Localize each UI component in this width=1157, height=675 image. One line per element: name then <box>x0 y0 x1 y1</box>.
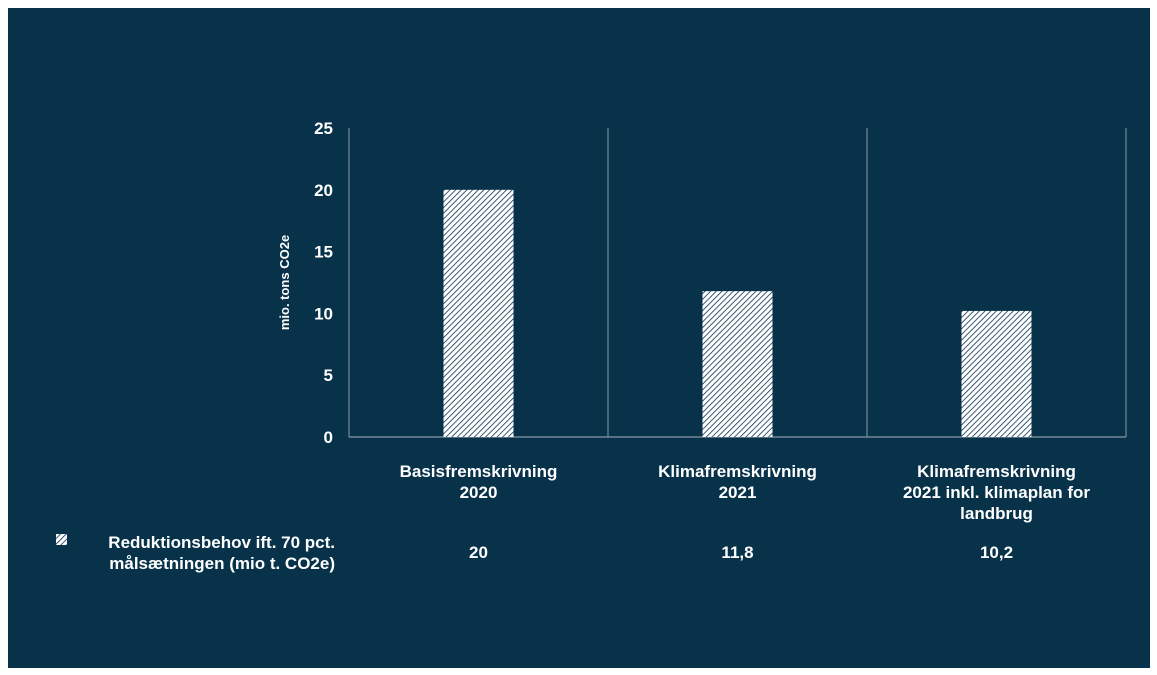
y-tick-label: 20 <box>314 181 333 200</box>
legend-series-name-line: målsætningen (mio t. CO2e) <box>109 554 335 573</box>
x-category-label-line: landbrug <box>960 504 1033 523</box>
x-category-label-line: 2021 inkl. klimaplan for <box>903 483 1090 502</box>
chart-panel <box>8 8 1150 668</box>
x-category-label: Klimafremskrivning 2021 inkl. klimaplan f… <box>903 462 1090 523</box>
y-tick-label: 10 <box>314 304 333 323</box>
bar <box>961 310 1032 437</box>
y-tick-label: 15 <box>314 243 333 262</box>
x-category-label: Basisfremskrivning 2020 <box>400 462 558 502</box>
x-category-label-line: Klimafremskrivning <box>658 462 817 481</box>
legend-key <box>56 534 67 545</box>
x-category-label-line: 2021 <box>719 483 757 502</box>
x-category-label-line: 2020 <box>460 483 498 502</box>
bar <box>443 189 514 437</box>
x-category-label-line: Basisfremskrivning <box>400 462 558 481</box>
y-tick-label: 0 <box>324 428 333 447</box>
legend-series-name-line: Reduktionsbehov ift. 70 pct. <box>108 533 335 552</box>
data-table-value: 20 <box>469 543 488 562</box>
plot-area: 0 5 10 15 20 25 mio. tons CO2e Basisfremskrivni… <box>56 119 1127 573</box>
y-tick-label: 5 <box>324 366 333 385</box>
bar <box>702 291 773 437</box>
y-axis-label: mio. tons CO2e <box>277 235 292 330</box>
data-table-value: 11,8 <box>721 543 753 562</box>
y-tick-label: 25 <box>314 119 333 138</box>
x-category-label: Klimafremskrivning 2021 <box>658 462 817 502</box>
legend-series-name: Reduktionsbehov ift. 70 pct. målsætningen… <box>108 533 335 573</box>
x-category-label-line: Klimafremskrivning <box>917 462 1076 481</box>
data-table-value: 10,2 <box>980 543 1013 562</box>
